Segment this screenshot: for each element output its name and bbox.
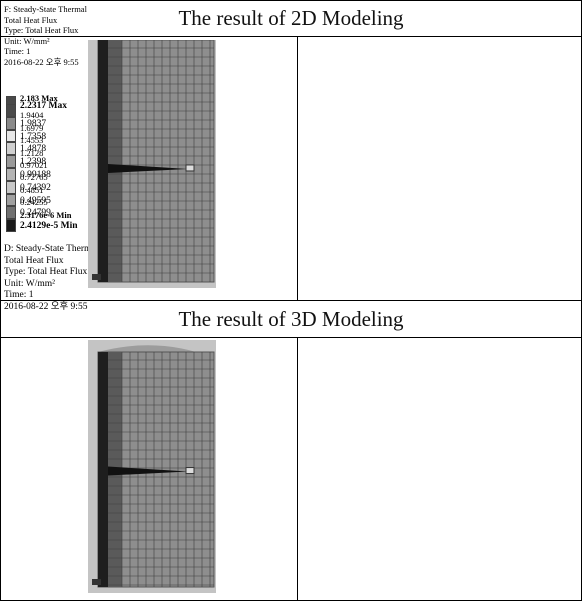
legend-swatch: [6, 155, 16, 168]
legend-cell: [297, 36, 582, 301]
legend-swatch: [6, 130, 16, 143]
label-box: [92, 274, 101, 280]
legend-swatch: [6, 142, 16, 155]
legend-entry: 1.9837: [20, 119, 46, 131]
strip: [98, 352, 108, 587]
legend-entry: 0.49595: [20, 196, 51, 208]
legend-entry: 0.74392: [20, 183, 51, 195]
legend-entry: 2.2317 Max: [20, 101, 67, 113]
legend-swatch: [6, 194, 16, 207]
legend-entry: 1.4878: [20, 144, 46, 156]
section-heading: The result of 2D Modeling: [0, 0, 582, 37]
legend-swatch: [6, 181, 16, 194]
legend-cell: [297, 337, 582, 601]
legend-entry: 2.4129e-5 Min: [20, 221, 78, 233]
legend-swatch: [6, 117, 16, 130]
marker: [186, 468, 194, 474]
legend-entry: 0.99188: [20, 170, 51, 182]
legend-swatch: [6, 206, 16, 219]
legend-entry: 1.2398: [20, 157, 46, 169]
legend-entry: 0.24799: [20, 208, 51, 220]
legend-entry: 1.7358: [20, 132, 46, 144]
label-box: [92, 579, 101, 585]
document: The result of 2D Modeling The result of …: [0, 0, 582, 601]
legend-swatch: [6, 104, 16, 117]
legend-swatch: [6, 168, 16, 181]
marker: [186, 165, 194, 171]
strip: [98, 40, 108, 282]
section-heading: The result of 3D Modeling: [0, 300, 582, 338]
mesh-image: [88, 340, 216, 593]
legend-swatch: [6, 219, 16, 232]
mesh-image: [88, 40, 216, 288]
